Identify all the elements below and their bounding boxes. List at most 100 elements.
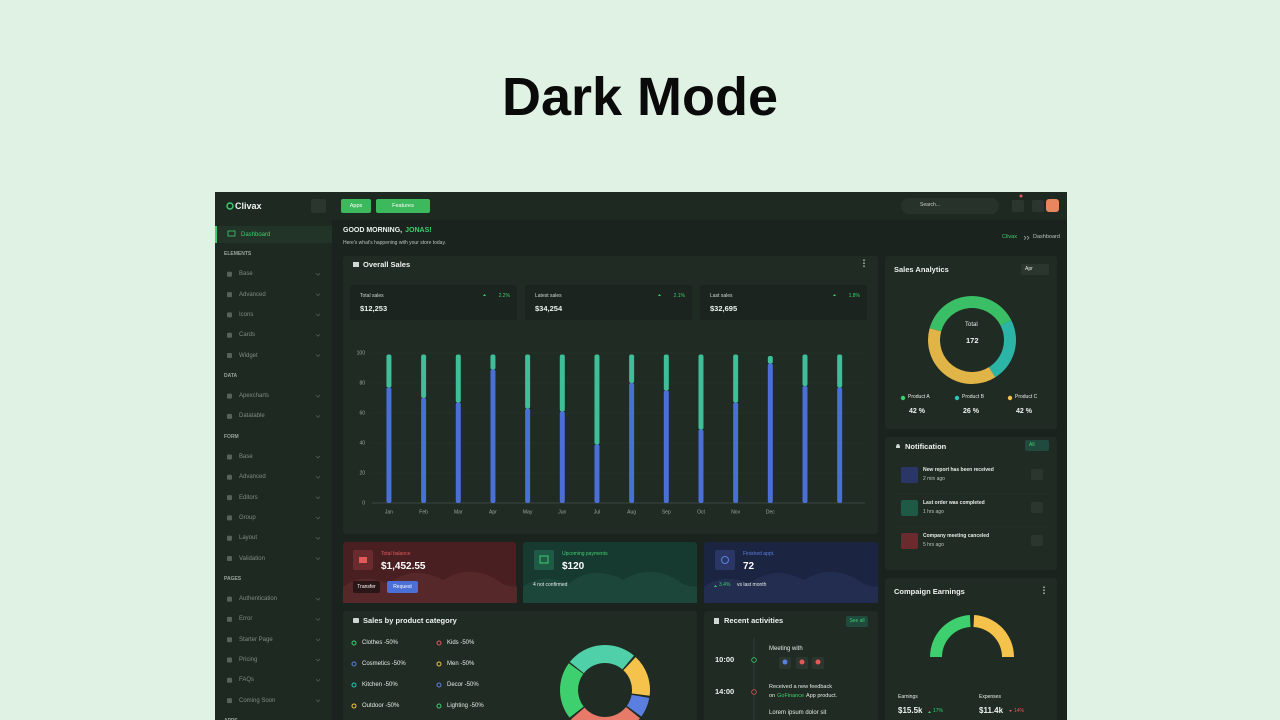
sidebar-item[interactable]: Error [239, 616, 253, 623]
greeting-text: GOOD MORNING, [343, 227, 403, 234]
sidebar-item[interactable]: Datatable [239, 413, 265, 420]
stat-value: $32,695 [710, 304, 738, 313]
card-title: Compaign Earnings [894, 587, 965, 596]
category-item: Kitchen -50% [362, 682, 398, 688]
stat-label: Last sales [710, 293, 733, 299]
see-all[interactable]: See all [846, 616, 868, 627]
menu-toggle[interactable] [311, 199, 326, 213]
activity-text: Meeting with [769, 646, 803, 652]
sidebar-item[interactable]: Coming Soon [239, 697, 276, 704]
sidebar-item[interactable]: Advanced [239, 474, 266, 481]
stat-label: Earnings [898, 694, 918, 700]
sidebar-item[interactable]: Base [239, 271, 253, 278]
payments-card [523, 542, 697, 603]
sidebar-item[interactable]: Apexcharts [239, 393, 270, 400]
legend-label: Product B [962, 394, 984, 400]
card-title: Sales by product category [363, 616, 457, 625]
active-bg [217, 226, 332, 243]
stat-box [700, 285, 867, 320]
notification-time: 1 hrs ago [923, 509, 944, 515]
sidebar [215, 192, 332, 720]
notification-time: 5 hrs ago [923, 542, 944, 548]
brand: Clivax [235, 201, 262, 211]
sidebar-item[interactable]: Cards [239, 332, 256, 339]
activity-time: 14:00 [715, 687, 735, 696]
breadcrumb-current: Dashboard [1032, 234, 1060, 240]
activity-text: Lorem ipsum dolor sit [769, 710, 827, 716]
notification-action[interactable] [1031, 469, 1043, 480]
button[interactable]: Request [387, 581, 418, 593]
greeting-sub: Here's what's happening with your store … [343, 240, 446, 246]
stat-box [525, 285, 692, 320]
stat-change: 1.8% [848, 293, 860, 299]
card-note: vs last month [737, 582, 767, 588]
card-title: Recent activities [724, 616, 784, 625]
sidebar-section: APPS [224, 718, 238, 720]
notification-text: Company meeting canceled [923, 533, 990, 539]
sidebar-item[interactable]: Layout [239, 535, 258, 542]
activity-time: 10:00 [715, 655, 735, 664]
card-change: 3.4% [719, 582, 731, 588]
button[interactable]: Transfer [353, 581, 380, 593]
activity-link: GoFinance [777, 692, 805, 699]
sidebar-item[interactable]: Editors [239, 494, 258, 501]
sidebar-item[interactable]: Validation [239, 555, 265, 562]
top-button[interactable]: Apps [341, 199, 371, 213]
activity-text-part: App product. [806, 692, 838, 699]
stat-value: $15.5k [898, 706, 923, 715]
dashboard-screenshot: 0 20 40 60 80 100 Jan Feb Mar Apr May Jun Jul Aug Sep O… [215, 192, 1067, 720]
sidebar-item[interactable]: Pricing [239, 657, 258, 663]
notification-action[interactable] [1031, 535, 1043, 546]
activity-text-part: Received a new feedback on [769, 684, 832, 699]
category-item: Outdoor -50% [362, 703, 400, 709]
sidebar-item[interactable]: Icons [239, 311, 254, 318]
sidebar-item[interactable]: Widget [239, 352, 258, 359]
category-item: Men -50% [447, 661, 475, 667]
sidebar-item[interactable]: Starter Page [239, 636, 273, 643]
balance-card [343, 542, 516, 603]
card-title: Overall Sales [363, 260, 411, 269]
top-icon[interactable] [1032, 200, 1044, 212]
top-icon[interactable] [1012, 200, 1024, 212]
notification-time: 2 min ago [923, 476, 945, 482]
sidebar-item[interactable]: FAQs [239, 677, 255, 684]
sidebar-section: ELEMENTS [224, 251, 252, 257]
notification-text: Last order was completed [923, 500, 985, 506]
avatar[interactable] [1046, 199, 1059, 212]
filter-select[interactable]: All [1025, 440, 1049, 451]
category-item: Kids -50% [447, 640, 475, 646]
card-label: Upcoming payments [562, 551, 608, 557]
stat-change: 2.1% [673, 293, 685, 299]
top-button[interactable]: Features [376, 199, 430, 213]
breadcrumb: Clivax Dashboard [1002, 234, 1060, 240]
category-item: Clothes -50% [362, 640, 399, 646]
activity-text: Received a new feedback on GoFinance App p… [769, 683, 847, 700]
search-box[interactable] [901, 198, 999, 214]
sidebar-item[interactable]: Authentication [239, 596, 278, 603]
greeting-name: JONAS! [405, 227, 432, 234]
stat-label: Latest sales [535, 293, 562, 299]
notification-action[interactable] [1031, 502, 1043, 513]
card-label: Finished appt. [743, 551, 775, 557]
appt-card [704, 542, 878, 603]
stat-value: $12,253 [360, 304, 388, 313]
category-item: Lighting -50% [447, 703, 484, 709]
sidebar-item[interactable]: Advanced [239, 291, 266, 298]
card-title: Sales Analytics [894, 265, 949, 274]
product-share: 42 % [909, 408, 925, 415]
card-note: 4 not confirmed [533, 582, 568, 588]
recent-card [704, 611, 878, 720]
stat-value: $34,254 [535, 304, 563, 313]
sidebar-item[interactable]: Base [239, 454, 253, 460]
donut-center-total: 172 [966, 336, 979, 345]
stat-change: 17% [933, 708, 944, 714]
page-title: Dark Mode [501, 67, 779, 127]
legend-label: Product A [908, 394, 930, 400]
sidebar-section: PAGES [224, 575, 242, 582]
sidebar-item[interactable]: Group [239, 514, 256, 521]
stat-label: Expenses [979, 694, 1001, 700]
card-value: 72 [743, 561, 755, 572]
product-share: 26 % [963, 408, 979, 415]
period-select[interactable]: Apr [1021, 264, 1049, 275]
